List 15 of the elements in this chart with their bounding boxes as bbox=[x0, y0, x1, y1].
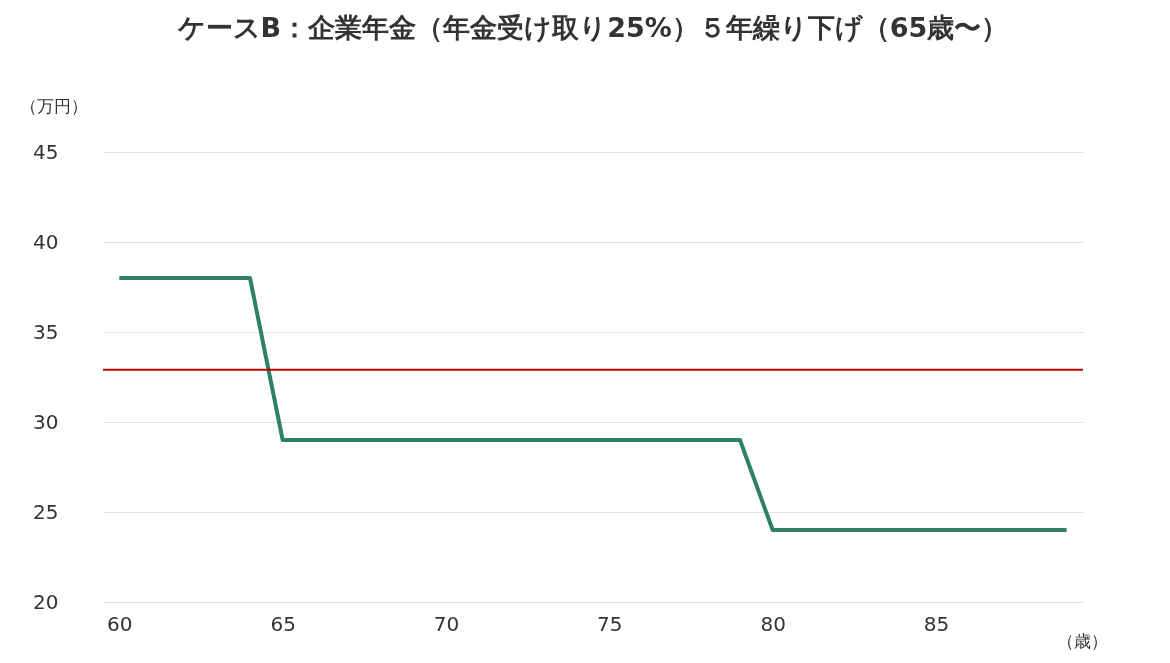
y-tick-label: 35 bbox=[33, 319, 59, 344]
chart-title: ケースB：企業年金（年金受け取り25%）５年繰り下げ（65歳〜） bbox=[176, 12, 1009, 43]
y-axis-title: （万円） bbox=[20, 96, 88, 116]
x-axis-title: （歳） bbox=[1057, 631, 1108, 651]
x-tick-label: 75 bbox=[597, 611, 623, 636]
x-tick-label: 85 bbox=[923, 611, 950, 636]
y-tick-label: 45 bbox=[33, 139, 59, 164]
y-tick-label: 30 bbox=[33, 409, 59, 434]
x-tick-label: 65 bbox=[270, 611, 296, 636]
x-tick-label: 60 bbox=[107, 611, 133, 636]
y-tick-label: 25 bbox=[33, 499, 59, 524]
x-tick-label: 80 bbox=[760, 611, 786, 636]
y-tick-label: 20 bbox=[33, 589, 59, 614]
x-tick-label: 70 bbox=[433, 611, 460, 636]
y-tick-label: 40 bbox=[33, 229, 59, 254]
